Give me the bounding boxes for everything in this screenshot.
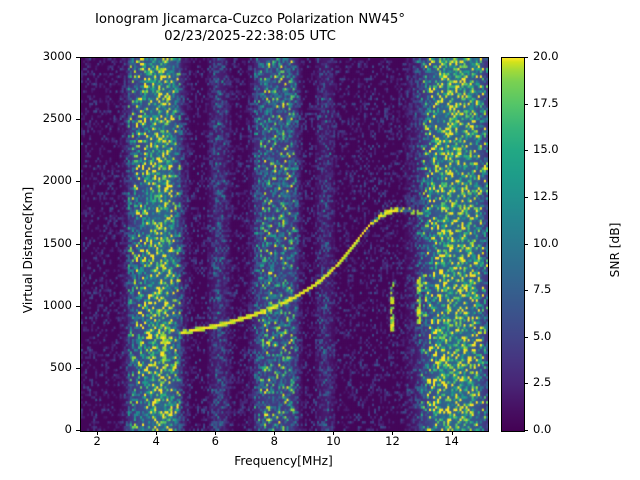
colorbar-tick-label: 2.5: [533, 375, 552, 390]
x-tick-mark: [333, 431, 335, 435]
colorbar-tick-label: 20.0: [533, 49, 559, 63]
colorbar-tick-label: 7.5: [533, 282, 552, 297]
colorbar-tick-mark: [524, 196, 528, 198]
x-tick-mark: [392, 431, 394, 435]
x-tick-label: 14: [444, 434, 459, 448]
colorbar-tick-label: 5.0: [533, 328, 552, 343]
colorbar-tick-mark: [524, 150, 528, 152]
y-tick-mark: [76, 430, 80, 431]
y-tick-mark: [76, 181, 80, 183]
colorbar-tick-mark: [524, 430, 528, 431]
y-tick-label: 0: [64, 422, 72, 436]
y-tick-mark: [76, 243, 80, 245]
y-tick-mark: [76, 367, 80, 369]
y-tick-label: 1500: [42, 235, 72, 250]
colorbar-tick-mark: [524, 336, 528, 338]
y-tick-label: 2500: [42, 111, 72, 126]
ionogram-heatmap-axes[interactable]: [80, 57, 489, 432]
x-tick-mark: [97, 431, 99, 435]
colorbar-tick-mark: [524, 103, 528, 105]
heatmap-canvas: [81, 58, 488, 431]
x-tick-label: 4: [152, 434, 160, 448]
x-tick-label: 2: [93, 434, 101, 448]
y-axis-label: Virtual Distance[Km]: [21, 186, 35, 314]
y-tick-label: 2000: [42, 173, 72, 188]
y-tick-mark: [76, 57, 80, 58]
x-tick-mark: [274, 431, 276, 435]
colorbar-tick-mark: [524, 243, 528, 245]
colorbar-label: SNR [dB]: [608, 222, 622, 278]
colorbar-tick-label: 12.5: [533, 188, 559, 203]
y-tick-label: 3000: [42, 49, 72, 63]
colorbar-tick-label: 17.5: [533, 95, 559, 110]
x-tick-label: 10: [326, 434, 341, 448]
x-tick-label: 8: [270, 434, 278, 448]
colorbar-tick-mark: [524, 383, 528, 385]
y-tick-label: 500: [50, 359, 72, 374]
x-tick-label: 12: [385, 434, 400, 448]
colorbar-tick-mark: [524, 290, 528, 292]
colorbar: [501, 57, 525, 432]
chart-title: Ionogram Jicamarca-Cuzco Polarization NW…: [95, 12, 405, 44]
x-axis-label: Frequency[MHz]: [234, 454, 333, 468]
x-tick-mark: [156, 431, 158, 435]
colorbar-tick-label: 15.0: [533, 142, 559, 157]
y-tick-label: 1000: [42, 297, 72, 312]
x-tick-label: 6: [211, 434, 219, 448]
colorbar-tick-mark: [524, 57, 528, 58]
x-tick-mark: [451, 431, 453, 435]
colorbar-tick-label: 0.0: [533, 422, 552, 436]
x-tick-mark: [215, 431, 217, 435]
y-tick-mark: [76, 119, 80, 121]
colorbar-tick-label: 10.0: [533, 235, 559, 250]
y-tick-mark: [76, 305, 80, 307]
